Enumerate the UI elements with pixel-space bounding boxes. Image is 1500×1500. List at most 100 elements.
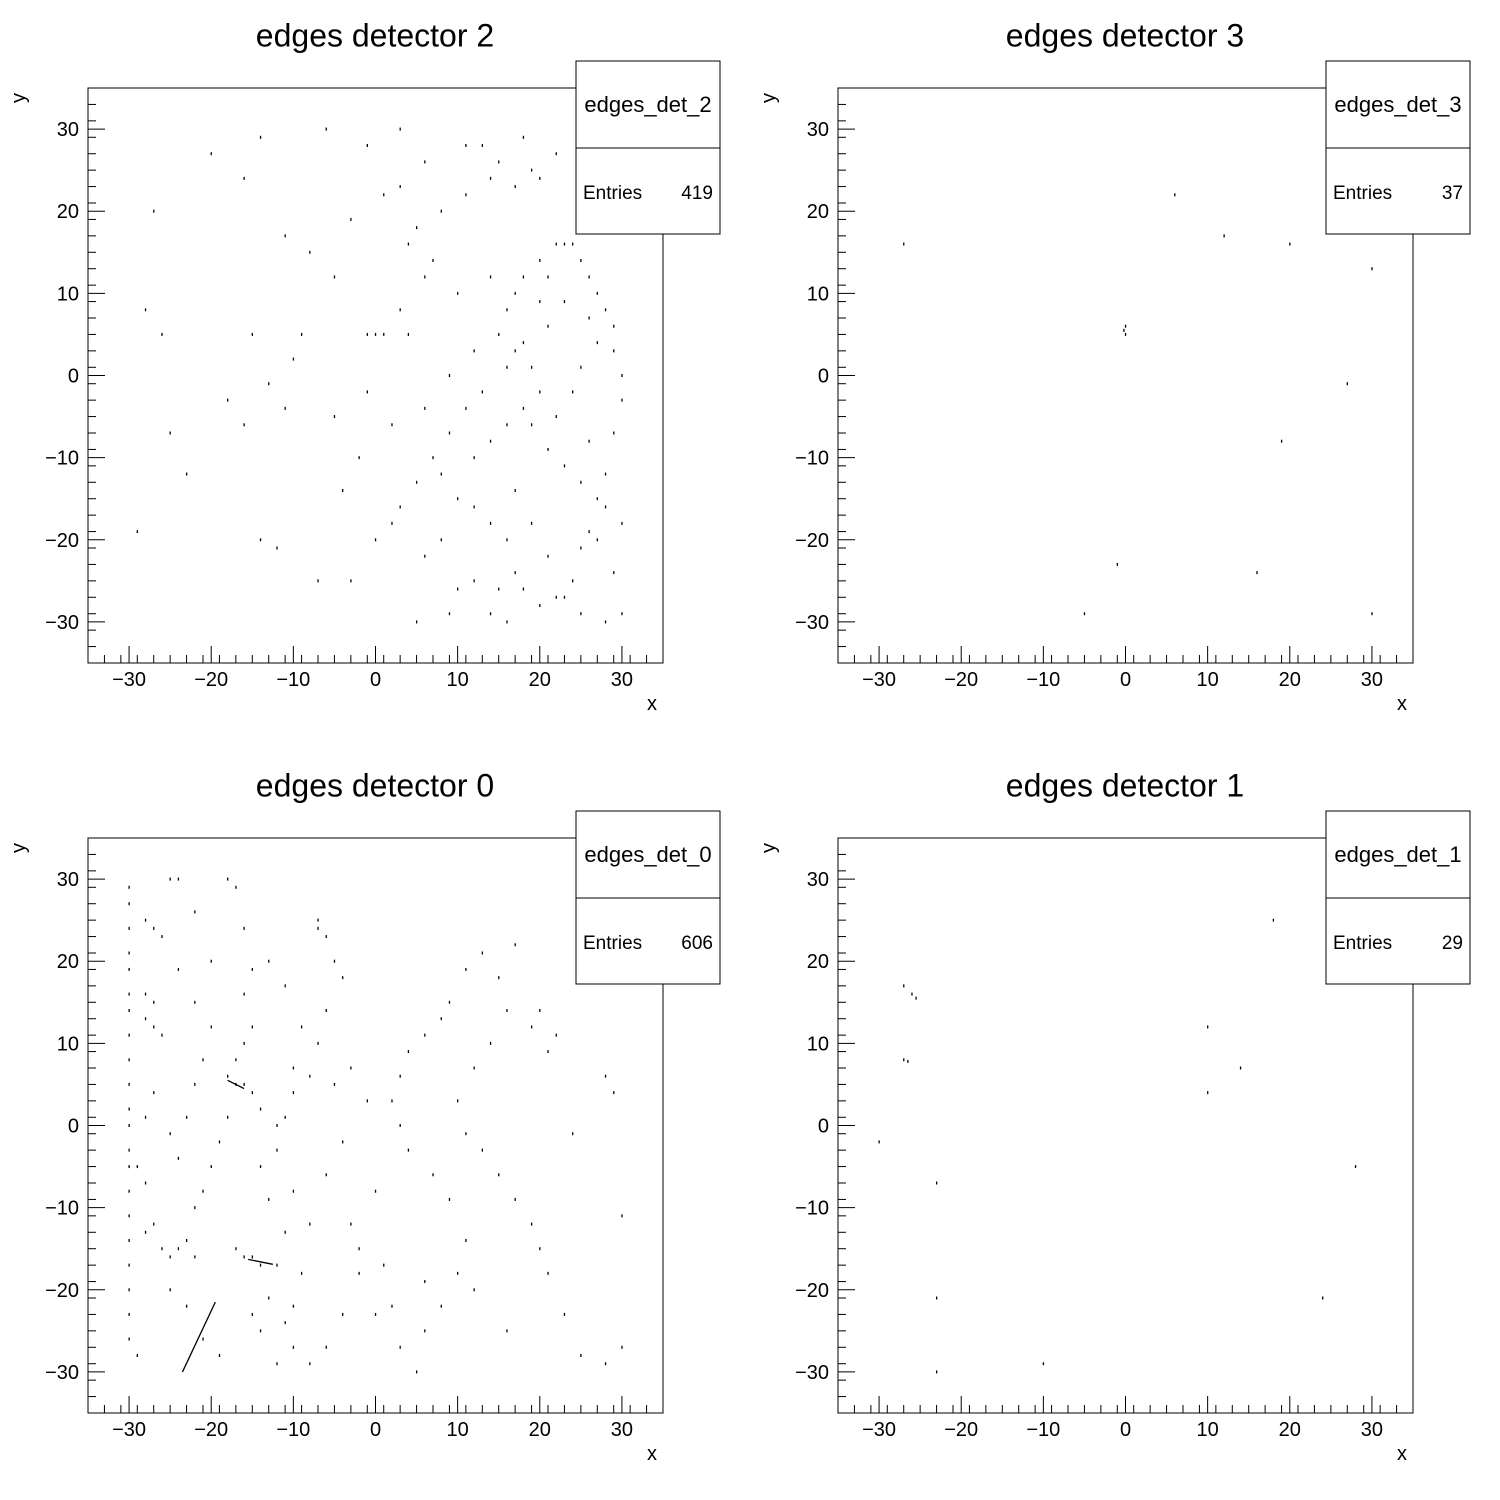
data-point [514, 943, 516, 947]
data-point [489, 275, 492, 279]
data-point [144, 308, 147, 312]
data-point [547, 324, 549, 328]
data-point [144, 1181, 147, 1185]
data-point [1116, 562, 1118, 566]
data-point [522, 587, 525, 591]
data-point [539, 390, 541, 394]
data-point [128, 1082, 130, 1086]
data-point [399, 505, 401, 509]
chart-title: edges detector 0 [256, 767, 494, 803]
data-point [136, 530, 138, 534]
data-point [161, 332, 163, 336]
data-point [399, 185, 401, 189]
x-axis-label: x [647, 693, 657, 715]
stats-entries-label: Entries [583, 183, 642, 204]
data-point [243, 1041, 245, 1045]
y-tick-label: 0 [68, 366, 79, 388]
data-point [555, 152, 557, 156]
data-point [317, 579, 319, 583]
data-point [907, 1059, 909, 1063]
data-point [424, 406, 426, 410]
data-point [424, 1329, 426, 1333]
data-point [161, 1033, 163, 1037]
data-point [415, 226, 418, 230]
stats-entries-label: Entries [1333, 183, 1392, 204]
y-tick-label: −10 [795, 1198, 829, 1220]
data-point [169, 877, 171, 881]
data-point [202, 1337, 204, 1341]
data-point [1346, 382, 1348, 386]
data-point [604, 620, 607, 624]
data-point [202, 1189, 204, 1193]
data-point [530, 521, 533, 525]
stats-box: edges_det_1 Entries 29 [1325, 810, 1471, 985]
data-point [514, 185, 516, 189]
data-point [383, 1263, 385, 1267]
y-tick-label: 0 [68, 1116, 79, 1138]
data-point [276, 1148, 278, 1152]
data-point [457, 587, 459, 591]
y-tick-label: 20 [57, 201, 79, 223]
data-point [604, 472, 607, 476]
data-point [235, 1058, 237, 1062]
data-point [251, 1312, 253, 1316]
data-point [498, 332, 500, 336]
data-point [194, 1082, 196, 1086]
data-point [391, 423, 393, 427]
data-point [596, 341, 598, 345]
data-point [153, 1025, 155, 1029]
data-point [243, 1255, 245, 1259]
data-point [128, 951, 130, 955]
data-point [259, 538, 262, 542]
data-point [514, 349, 516, 353]
data-point [498, 976, 500, 980]
data-segment [248, 1258, 273, 1265]
data-point [128, 967, 130, 971]
data-point [136, 1165, 138, 1169]
data-point [506, 423, 508, 427]
chart-title: edges detector 1 [1006, 767, 1244, 803]
data-point [588, 316, 590, 320]
data-point [292, 1091, 295, 1095]
x-tick-label: 30 [1361, 1419, 1383, 1441]
data-point [580, 612, 582, 616]
data-point [613, 349, 615, 353]
chart-3: edges detector 1 −30 −20 −10 0 10 20 30 −30 −20 −1… [758, 767, 1471, 1465]
y-tick-label: 30 [57, 869, 79, 891]
data-point [613, 571, 615, 575]
x-tick-label: 0 [1120, 1419, 1131, 1441]
data-point [465, 967, 467, 971]
data-point [210, 1165, 212, 1169]
data-point [251, 1091, 253, 1095]
data-point [613, 1091, 615, 1095]
x-tick-label: −20 [194, 1419, 228, 1441]
data-point [415, 620, 418, 624]
data-point [235, 885, 237, 889]
data-point [276, 1124, 278, 1127]
data-point [128, 1312, 130, 1316]
data-point [465, 193, 467, 197]
data-point [317, 926, 319, 930]
data-point [333, 415, 336, 419]
data-point [473, 456, 475, 460]
data-point [448, 374, 451, 377]
data-point [514, 571, 516, 575]
data-point [481, 144, 483, 147]
data-point [177, 1156, 180, 1160]
data-point [1272, 918, 1275, 922]
x-tick-label: 30 [611, 669, 633, 691]
x-tick-label: 30 [1361, 669, 1383, 691]
data-point [481, 1148, 483, 1152]
data-point [547, 275, 549, 279]
data-point [325, 935, 327, 939]
data-point [177, 1247, 180, 1251]
data-point [424, 160, 426, 164]
data-point [457, 497, 459, 501]
data-point [547, 1050, 549, 1054]
data-point [572, 579, 574, 583]
data-point [309, 1362, 311, 1366]
data-point [572, 390, 574, 394]
data-point [555, 1033, 557, 1037]
data-point [259, 135, 262, 139]
x-tick-label: 10 [447, 669, 469, 691]
